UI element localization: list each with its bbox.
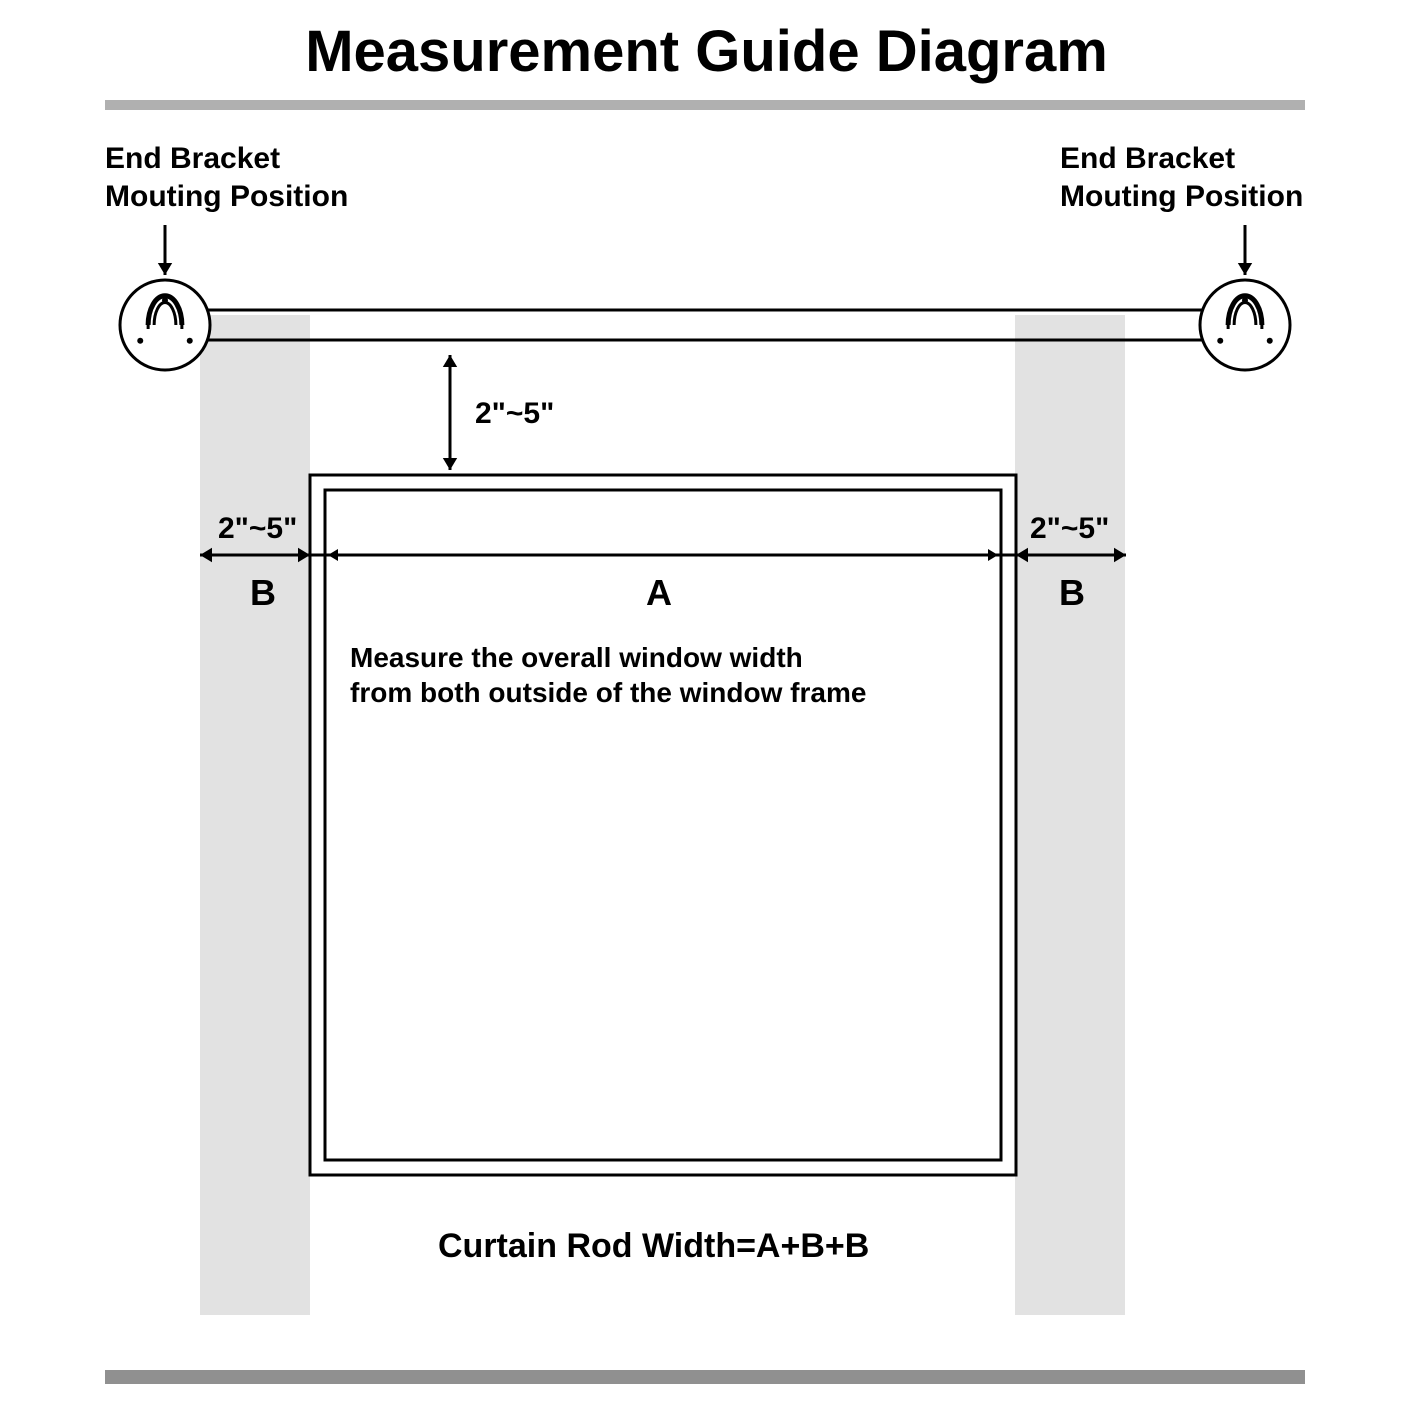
label-letter-b-right: B	[1059, 570, 1085, 615]
label-letter-b-left: B	[250, 570, 276, 615]
label-instruction-line2: from both outside of the window frame	[350, 677, 866, 708]
divider-bottom	[105, 1370, 1305, 1384]
label-left-bracket-line2: Mouting Position	[105, 180, 348, 213]
label-right-bracket-line1: End Bracket	[1060, 142, 1235, 175]
label-left-bracket: End Bracket Mouting Position	[105, 140, 348, 215]
label-gap-top: 2"~5"	[475, 395, 554, 433]
label-left-bracket-line1: End Bracket	[105, 142, 280, 175]
label-right-bracket-line2: Mouting Position	[1060, 180, 1303, 213]
label-gap-left: 2"~5"	[218, 510, 297, 548]
label-right-bracket: End Bracket Mouting Position	[1060, 140, 1303, 215]
label-letter-a: A	[646, 570, 672, 615]
label-instruction: Measure the overall window width from bo…	[350, 640, 866, 710]
label-gap-right: 2"~5"	[1030, 510, 1109, 548]
label-instruction-line1: Measure the overall window width	[350, 642, 803, 673]
label-formula: Curtain Rod Width=A+B+B	[438, 1225, 869, 1268]
